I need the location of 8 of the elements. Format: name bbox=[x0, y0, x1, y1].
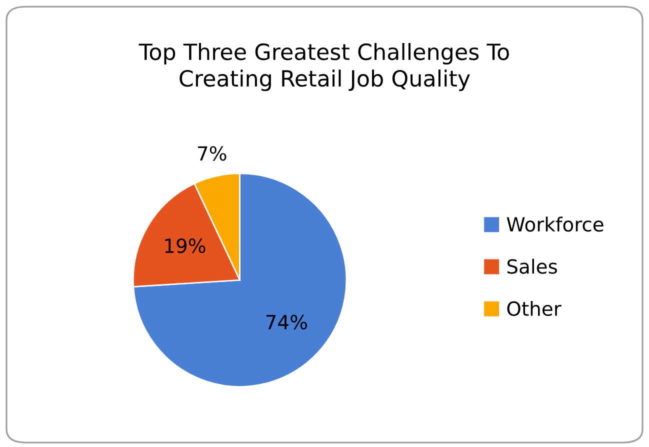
legend-label: Other bbox=[507, 300, 562, 316]
pie-slice bbox=[132, 172, 348, 388]
data-label: 19% bbox=[165, 238, 206, 254]
legend-label: Workforce bbox=[506, 216, 604, 232]
data-label: 74% bbox=[266, 314, 307, 330]
data-label: 7% bbox=[198, 146, 226, 161]
legend-label: Sales bbox=[507, 258, 557, 274]
chart-title: Top Three Greatest Challenges To Creating Retail Job Quality bbox=[138, 43, 509, 92]
